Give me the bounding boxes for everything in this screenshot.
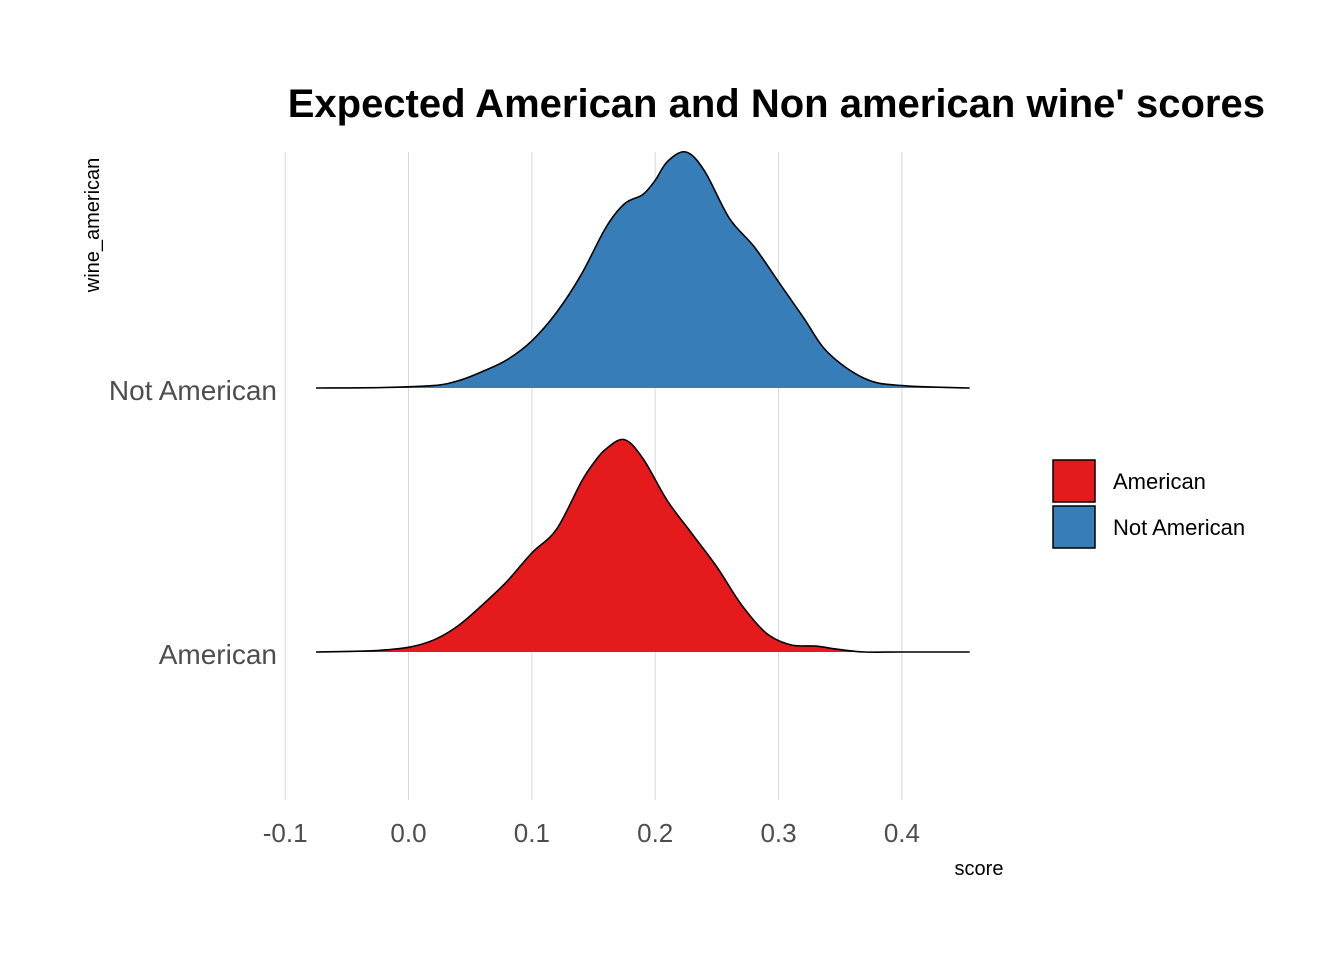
chart-title: Expected American and Non american wine'… (288, 82, 1265, 126)
legend-label: Not American (1113, 515, 1245, 540)
x-axis-label: score (955, 858, 1004, 880)
x-tick-label: 0.4 (884, 818, 920, 848)
y-tick-label: American (159, 639, 277, 670)
x-tick-label: 0.0 (390, 818, 426, 848)
x-tick-label: 0.1 (514, 818, 550, 848)
legend-label: American (1113, 469, 1206, 494)
y-axis-label: wine_american (82, 158, 104, 294)
density-outline-american (315, 438, 970, 653)
legend: American Not American (1052, 459, 1245, 549)
density-outline-not-american (315, 150, 970, 389)
x-tick-label: -0.1 (263, 818, 308, 848)
legend-key-not-american (1052, 505, 1096, 549)
density-area-not-american (316, 151, 970, 388)
x-tick-label: 0.3 (760, 818, 796, 848)
x-tick-label: 0.2 (637, 818, 673, 848)
y-tick-label: Not American (109, 375, 277, 406)
density-area-american (316, 439, 970, 653)
x-tick-labels: -0.1 0.0 0.1 0.2 0.3 0.4 (263, 818, 920, 848)
density-areas (315, 150, 970, 653)
y-tick-labels: American Not American (109, 375, 277, 670)
legend-key-american (1052, 459, 1096, 503)
